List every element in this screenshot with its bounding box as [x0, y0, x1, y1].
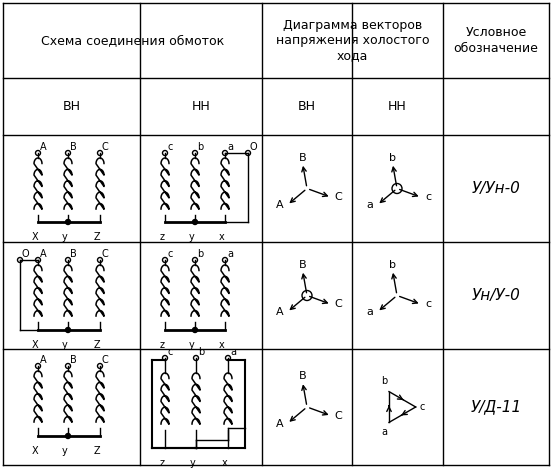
Text: B: B — [70, 355, 77, 365]
Text: НН: НН — [388, 100, 407, 113]
Text: z: z — [160, 232, 164, 242]
Text: c: c — [167, 347, 172, 357]
Text: O: O — [250, 142, 258, 152]
Text: C: C — [102, 355, 109, 365]
Circle shape — [66, 219, 71, 225]
Text: y: y — [62, 232, 68, 242]
Text: B: B — [299, 153, 306, 163]
Text: O: O — [22, 249, 30, 259]
Text: Ун/У-0: Ун/У-0 — [471, 288, 521, 303]
Circle shape — [66, 327, 71, 333]
Text: x: x — [219, 340, 225, 350]
Text: Z: Z — [94, 446, 100, 456]
Text: z: z — [160, 340, 164, 350]
Text: X: X — [31, 232, 38, 242]
Text: c: c — [167, 249, 172, 259]
Text: b: b — [389, 153, 396, 163]
Circle shape — [66, 433, 71, 439]
Text: c: c — [167, 142, 172, 152]
Text: C: C — [335, 300, 342, 309]
Text: z: z — [160, 458, 164, 468]
Text: A: A — [40, 142, 46, 152]
Text: y: y — [189, 340, 195, 350]
Text: A: A — [276, 419, 284, 429]
Text: B: B — [299, 260, 306, 270]
Text: a: a — [227, 142, 233, 152]
Text: a: a — [367, 200, 374, 210]
Text: У/Д-11: У/Д-11 — [470, 399, 522, 414]
Text: Z: Z — [94, 340, 100, 350]
Text: c: c — [426, 192, 432, 203]
Text: y: y — [190, 458, 196, 468]
Text: Схема соединения обмоток: Схема соединения обмоток — [41, 34, 224, 47]
Text: A: A — [40, 249, 46, 259]
Text: C: C — [102, 142, 109, 152]
Text: Условное
обозначение: Условное обозначение — [454, 26, 538, 55]
Text: a: a — [381, 427, 387, 438]
Text: b: b — [381, 375, 387, 386]
Text: B: B — [70, 249, 77, 259]
Text: A: A — [40, 355, 46, 365]
Text: A: A — [276, 200, 284, 210]
Circle shape — [193, 327, 198, 333]
Text: b: b — [197, 142, 203, 152]
Text: y: y — [62, 446, 68, 456]
Text: Диаграмма векторов
напряжения холостого
хода: Диаграмма векторов напряжения холостого … — [276, 19, 429, 62]
Text: y: y — [62, 340, 68, 350]
Text: x: x — [219, 232, 225, 242]
Text: c: c — [426, 300, 432, 309]
Text: C: C — [335, 192, 342, 203]
Text: b: b — [198, 347, 204, 357]
Text: a: a — [230, 347, 236, 357]
Text: c: c — [420, 402, 425, 412]
Text: X: X — [31, 340, 38, 350]
Text: a: a — [227, 249, 233, 259]
Text: b: b — [197, 249, 203, 259]
Text: x: x — [222, 458, 228, 468]
Text: ВН: ВН — [62, 100, 81, 113]
Text: y: y — [189, 232, 195, 242]
Text: B: B — [70, 142, 77, 152]
Text: C: C — [102, 249, 109, 259]
Text: У/Ун-0: У/Ун-0 — [471, 181, 521, 196]
Text: C: C — [335, 411, 342, 421]
Text: b: b — [389, 260, 396, 270]
Circle shape — [193, 219, 198, 225]
Text: Z: Z — [94, 232, 100, 242]
Text: X: X — [31, 446, 38, 456]
Text: ВН: ВН — [298, 100, 316, 113]
Text: B: B — [299, 372, 306, 382]
Text: A: A — [276, 307, 284, 317]
Text: НН: НН — [192, 100, 210, 113]
Text: a: a — [367, 307, 374, 317]
